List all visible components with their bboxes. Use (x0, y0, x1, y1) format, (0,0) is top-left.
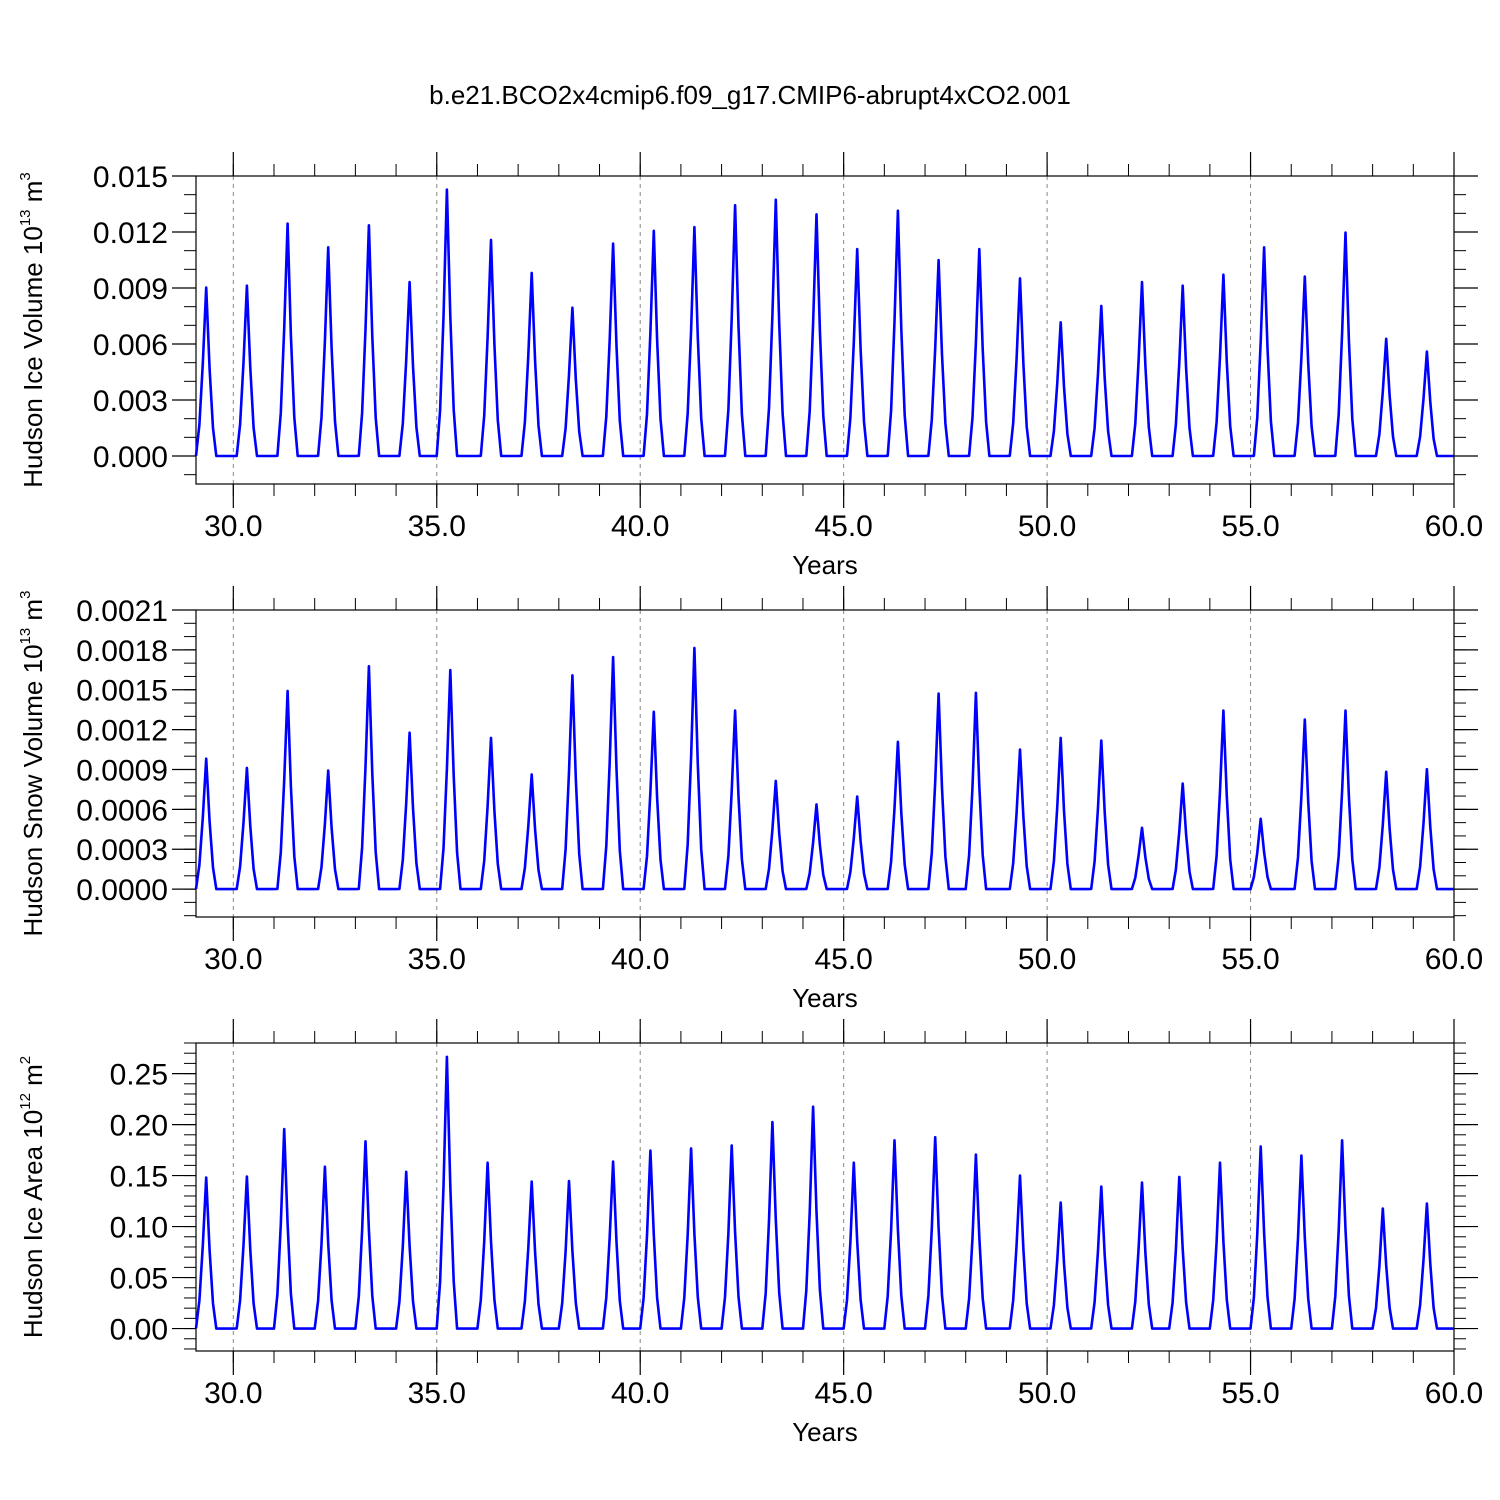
x-tick-label: 30.0 (204, 510, 262, 543)
x-tick-label: 45.0 (814, 1377, 872, 1410)
y-tick-label: 0.0015 (76, 675, 168, 708)
y-tick-label: 0.0018 (76, 635, 168, 668)
series-line (194, 188, 1454, 458)
plot-frame (195, 1042, 1455, 1352)
y-tick-label: 0.00 (110, 1314, 168, 1347)
y-tick-label: 0.0003 (76, 834, 168, 867)
x-tick-label: 45.0 (814, 510, 872, 543)
plot-frame (195, 175, 1455, 485)
panel-3: 30.0 35.0 40.0 45.0 50.0 55.0 60.0 Years 0.00 0.0… (17, 1019, 1483, 1447)
x-tick-label: 45.0 (814, 943, 872, 976)
panel-2: 30.0 35.0 40.0 45.0 50.0 55.0 60.0 Years 0.0000 0… (17, 586, 1483, 1013)
x-tick-label: 40.0 (611, 943, 669, 976)
y-tick-label: 0.012 (93, 217, 168, 250)
x-axis-label: Years (792, 983, 858, 1013)
y-tick-label: 0.0021 (76, 595, 168, 628)
x-tick-label: 60.0 (1425, 510, 1483, 543)
y-tick-label: 0.0000 (76, 874, 168, 907)
x-tick-label: 55.0 (1221, 1377, 1279, 1410)
x-tick-label: 35.0 (408, 510, 466, 543)
y-tick-label: 0.003 (93, 385, 168, 418)
y-tick-label: 0.000 (93, 441, 168, 474)
x-axis-label: Years (792, 550, 858, 580)
y-tick-label: 0.10 (110, 1212, 168, 1245)
y-tick-label: 0.009 (93, 273, 168, 306)
x-tick-label: 30.0 (204, 943, 262, 976)
y-tick-label: 0.15 (110, 1161, 168, 1194)
x-tick-label: 55.0 (1221, 510, 1279, 543)
y-tick-label: 0.20 (110, 1110, 168, 1143)
y-tick-label: 0.0012 (76, 715, 168, 748)
x-tick-label: 35.0 (408, 943, 466, 976)
x-tick-label: 55.0 (1221, 943, 1279, 976)
chart-panels: 30.0 35.0 40.0 45.0 50.0 55.0 60.0 Years 0.000 0.… (17, 152, 1483, 1447)
x-axis-label: Years (792, 1417, 858, 1447)
y-axis-label: Hudson Ice Area 1012 m2 (17, 1056, 48, 1338)
x-tick-label: 30.0 (204, 1377, 262, 1410)
x-tick-label: 50.0 (1018, 943, 1076, 976)
y-tick-label: 0.25 (110, 1059, 168, 1092)
x-tick-label: 40.0 (611, 510, 669, 543)
y-axis-label: Hudson Snow Volume 1013 m3 (17, 591, 48, 937)
x-tick-label: 60.0 (1425, 943, 1483, 976)
series-line (194, 646, 1454, 891)
x-tick-label: 40.0 (611, 1377, 669, 1410)
x-tick-label: 60.0 (1425, 1377, 1483, 1410)
panel-1: 30.0 35.0 40.0 45.0 50.0 55.0 60.0 Years 0.000 0.… (17, 152, 1483, 580)
y-tick-label: 0.006 (93, 329, 168, 362)
x-tick-label: 50.0 (1018, 510, 1076, 543)
y-axis-label: Hudson Ice Volume 1013 m3 (17, 172, 48, 488)
y-tick-label: 0.0006 (76, 794, 168, 827)
y-tick-label: 0.05 (110, 1263, 168, 1296)
series-line (194, 1055, 1454, 1330)
y-tick-label: 0.015 (93, 161, 168, 194)
x-tick-label: 35.0 (408, 1377, 466, 1410)
x-tick-label: 50.0 (1018, 1377, 1076, 1410)
plot-frame (195, 609, 1455, 918)
y-tick-label: 0.0009 (76, 754, 168, 787)
chart-title: b.e21.BCO2x4cmip6.f09_g17.CMIP6-abrupt4x… (429, 80, 1071, 110)
